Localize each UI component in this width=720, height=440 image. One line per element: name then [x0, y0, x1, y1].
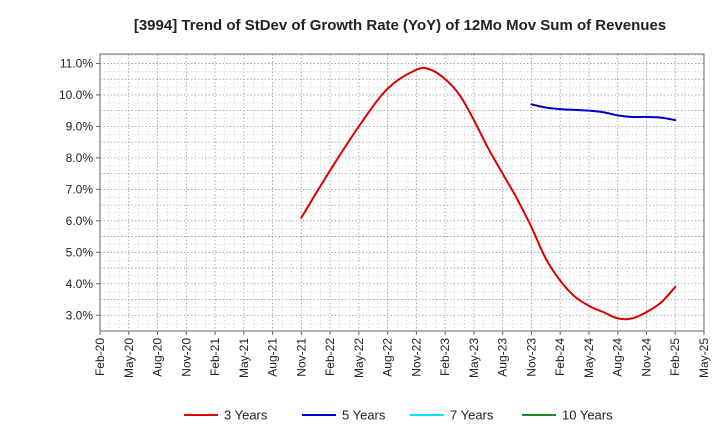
legend-label-5-years: 5 Years	[342, 408, 386, 423]
y-tick-label: 10.0%	[59, 88, 93, 102]
x-tick-label: May-25	[697, 338, 711, 378]
legend-label-3-years: 3 Years	[224, 408, 268, 423]
x-tick-label: Nov-21	[294, 338, 308, 377]
x-tick-label: Aug-21	[266, 338, 280, 377]
x-tick-label: May-23	[467, 338, 481, 378]
x-tick-label: May-22	[352, 338, 366, 378]
x-tick-label: Feb-22	[323, 338, 337, 376]
chart-title: [3994] Trend of StDev of Growth Rate (Yo…	[134, 17, 666, 34]
x-tick-label: Aug-23	[496, 338, 510, 377]
plot-grid	[99, 54, 705, 331]
series-layer	[300, 66, 677, 321]
x-tick-label: Feb-25	[668, 338, 682, 376]
legend-label-7-years: 7 Years	[450, 408, 494, 423]
x-tick-label: Aug-24	[611, 338, 625, 377]
x-tick-label: Nov-20	[179, 338, 193, 377]
x-axis: Feb-20 May-20 Aug-20 Nov-20 Feb-21 May-21 Aug-…	[93, 331, 711, 378]
x-tick-label: Nov-24	[639, 338, 653, 377]
x-tick-label: May-20	[122, 338, 136, 378]
y-tick-label: 8.0%	[66, 151, 94, 165]
y-tick-label: 11.0%	[60, 56, 93, 70]
x-tick-label: Nov-22	[409, 338, 423, 377]
y-axis: 3.0% 4.0% 5.0% 6.0% 7.0% 8.0% 9.0% 10.0% 11.0%	[59, 56, 100, 322]
x-tick-label: Feb-24	[553, 338, 567, 376]
y-tick-label: 6.0%	[66, 214, 94, 228]
x-tick-label: Aug-22	[381, 338, 395, 377]
y-tick-label: 3.0%	[66, 308, 94, 322]
y-tick-label: 9.0%	[66, 119, 94, 133]
x-tick-label: Nov-23	[524, 338, 538, 377]
plot-frame	[99, 53, 705, 332]
x-tick-label: May-21	[237, 338, 251, 378]
plot-background	[100, 54, 704, 331]
y-tick-label: 4.0%	[66, 277, 94, 291]
legend: 3 Years 5 Years 7 Years 10 Years	[184, 408, 613, 423]
series-line-5-years	[530, 103, 677, 122]
series-line-3-years	[300, 66, 677, 321]
x-tick-label: Feb-23	[438, 338, 452, 376]
y-tick-label: 7.0%	[66, 182, 94, 196]
x-tick-label: Aug-20	[151, 338, 165, 377]
legend-label-10-years: 10 Years	[562, 408, 613, 423]
x-tick-label: May-24	[582, 338, 596, 378]
x-tick-label: Feb-20	[93, 338, 107, 376]
y-tick-label: 5.0%	[66, 245, 94, 259]
x-tick-label: Feb-21	[208, 338, 222, 376]
